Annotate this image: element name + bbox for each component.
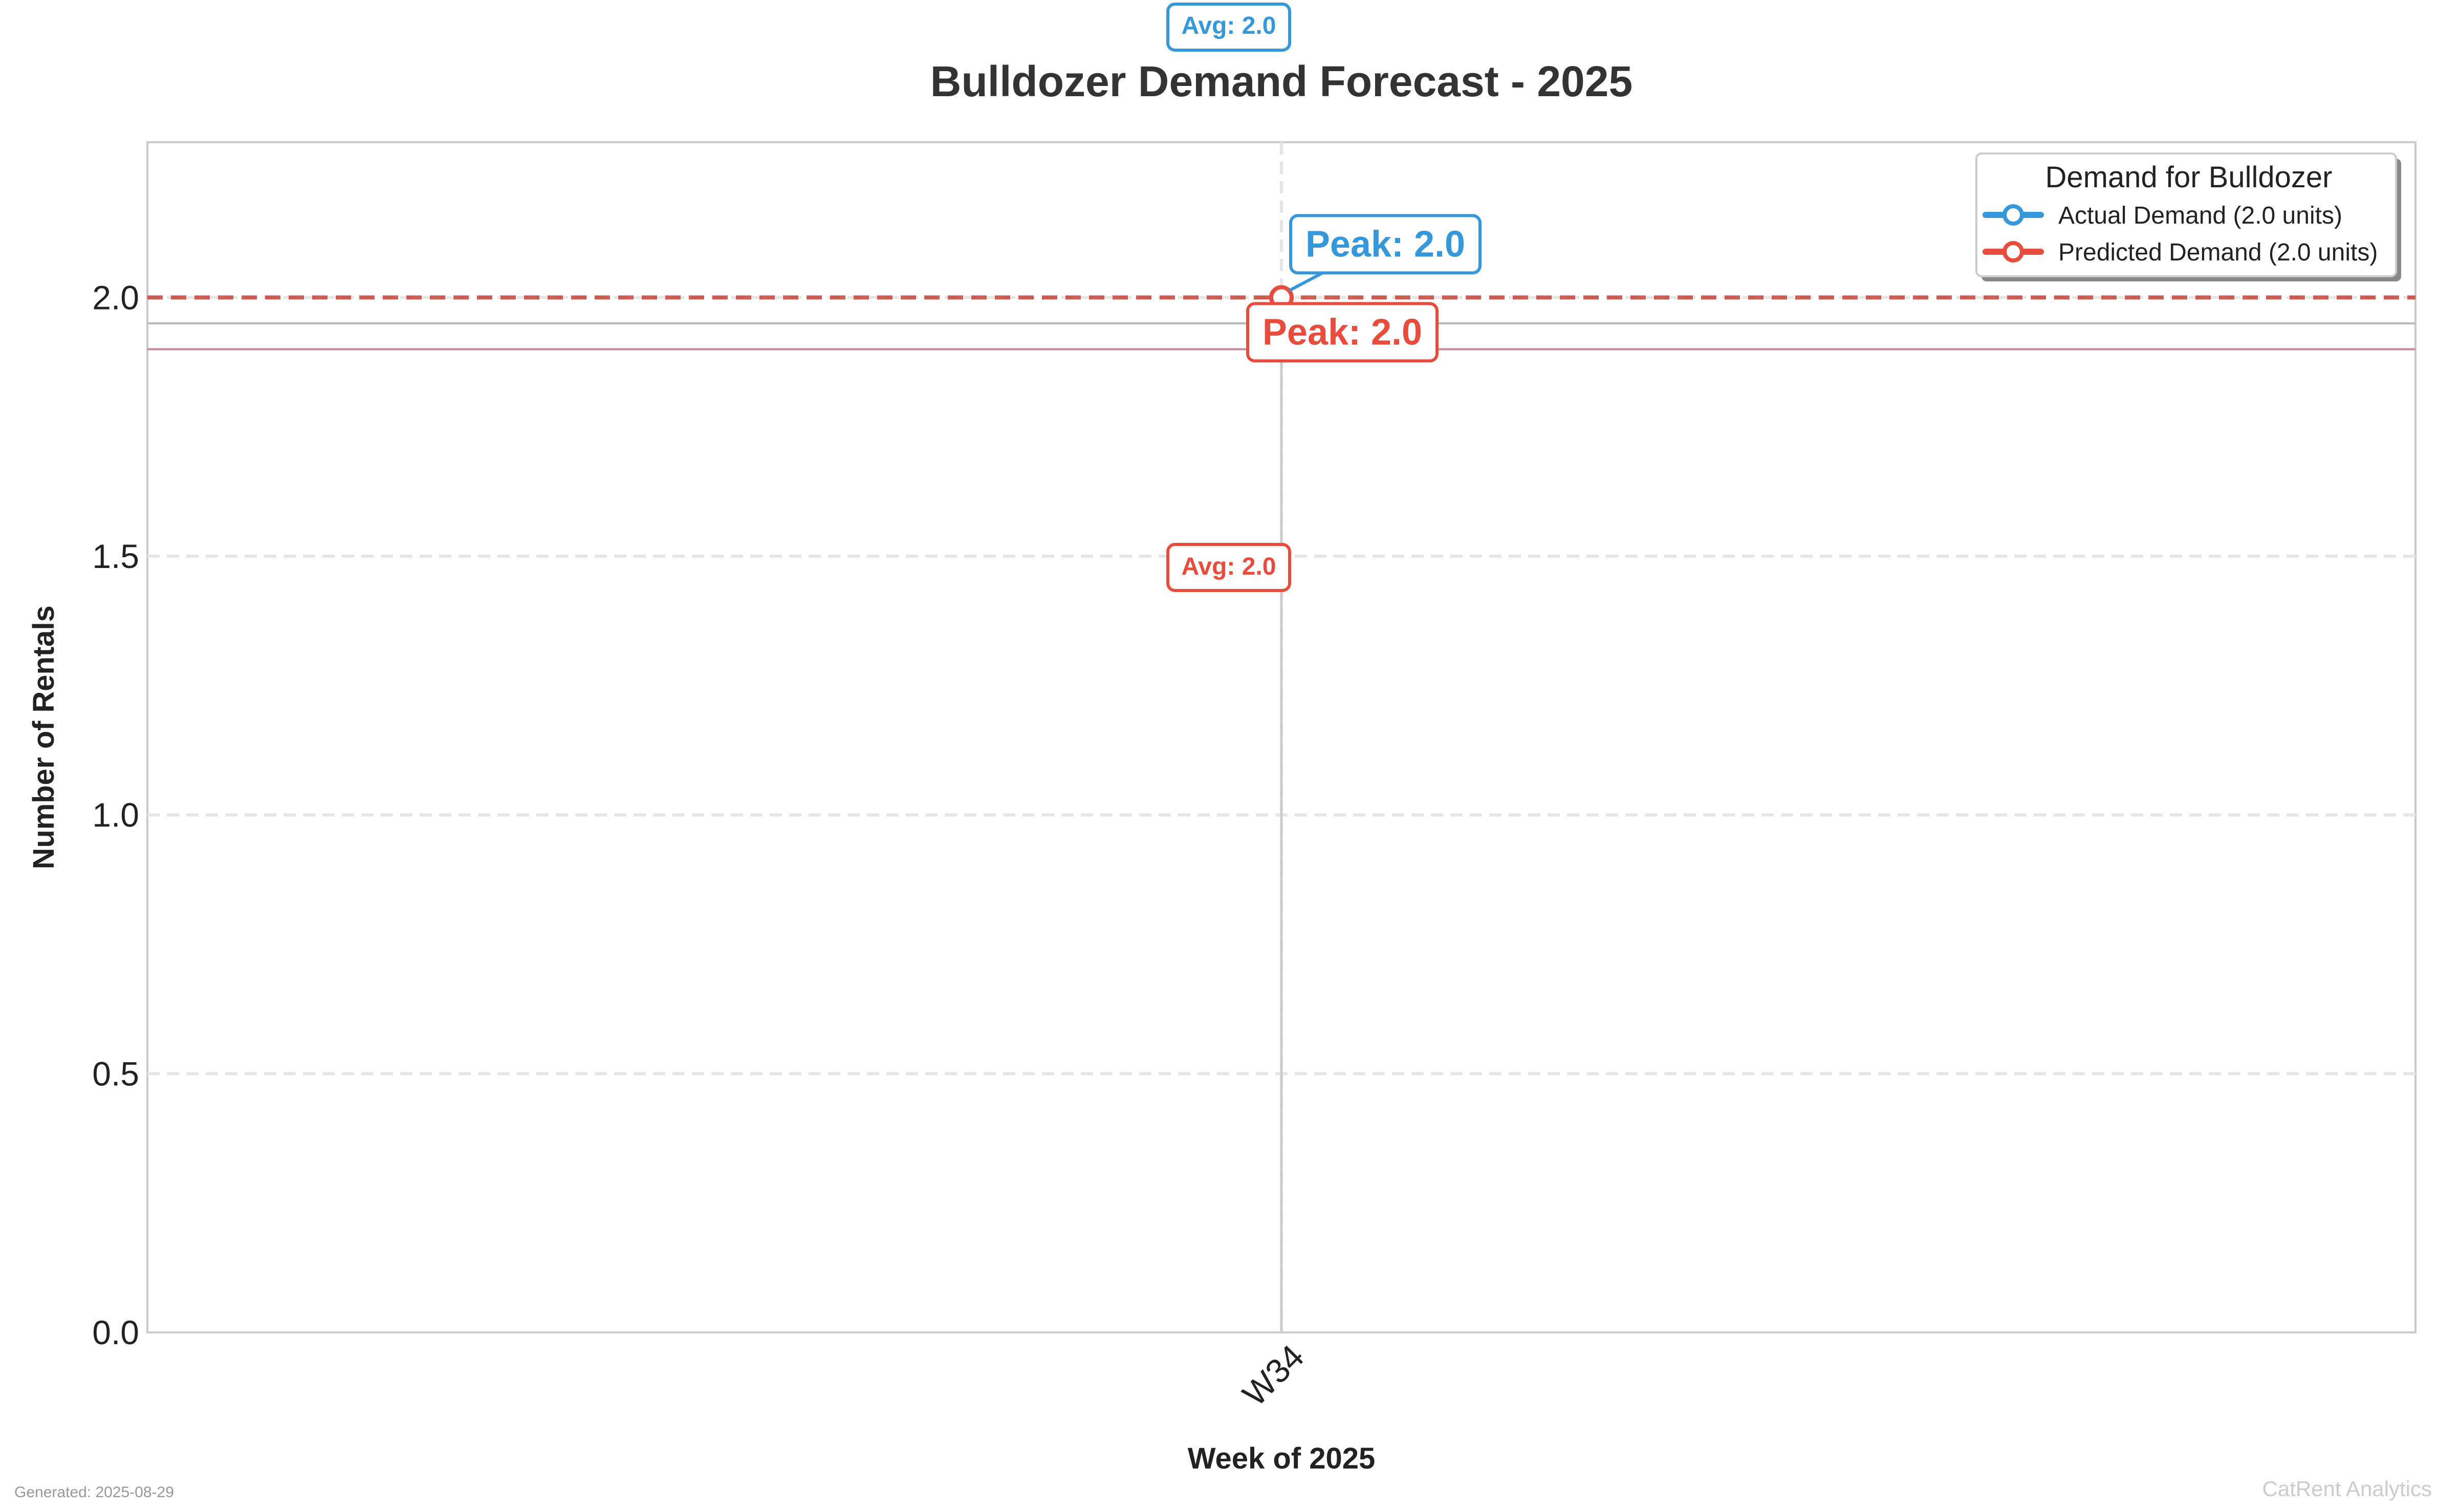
predicted-peak-box (1246, 302, 1439, 363)
legend-marker-predicted (2002, 241, 2024, 262)
legend-box (1975, 152, 2397, 277)
y-tick-label: 0.0 (92, 1313, 139, 1351)
legend-entry-actual: Actual Demand (2.0 units) (2058, 202, 2342, 229)
y-axis-ticks: 0.0 0.5 1.0 1.5 2.0 (92, 278, 139, 1351)
x-tick-label: W34 (1235, 1338, 1311, 1413)
x-axis-ticks: W34 (1235, 1338, 1311, 1413)
brand-watermark: CatRent Analytics (2262, 1477, 2432, 1501)
actual-avg-label: Avg: 2.0 (1182, 12, 1276, 39)
generated-date: Generated: 2025-08-29 (14, 1484, 174, 1501)
x-axis-label: Week of 2025 (1188, 1442, 1375, 1475)
actual-peak-box (1289, 214, 1482, 275)
actual-avg-box (1166, 3, 1291, 52)
predicted-avg-label: Avg: 2.0 (1182, 553, 1276, 580)
legend: Demand for Bulldozer Actual Demand (2.0 … (1975, 152, 2401, 281)
y-tick-label: 0.5 (92, 1055, 139, 1092)
actual-peak-label: Peak: 2.0 (1305, 224, 1465, 265)
legend-marker-actual (2002, 204, 2024, 226)
predicted-peak-label: Peak: 2.0 (1262, 312, 1422, 353)
chart-title: Bulldozer Demand Forecast - 2025 (930, 57, 1632, 105)
annotations-layer: Peak: 2.0 Peak: 2.0 Avg: 2.0 Avg: 2.0 (1166, 3, 1482, 592)
legend-entry-predicted: Predicted Demand (2.0 units) (2058, 239, 2378, 266)
legend-title: Demand for Bulldozer (2045, 161, 2333, 194)
predicted-avg-box (1166, 543, 1291, 592)
y-axis-label: Number of Rentals (27, 605, 60, 869)
y-tick-label: 2.0 (92, 278, 139, 316)
y-tick-label: 1.0 (92, 796, 139, 834)
y-tick-label: 1.5 (92, 537, 139, 575)
